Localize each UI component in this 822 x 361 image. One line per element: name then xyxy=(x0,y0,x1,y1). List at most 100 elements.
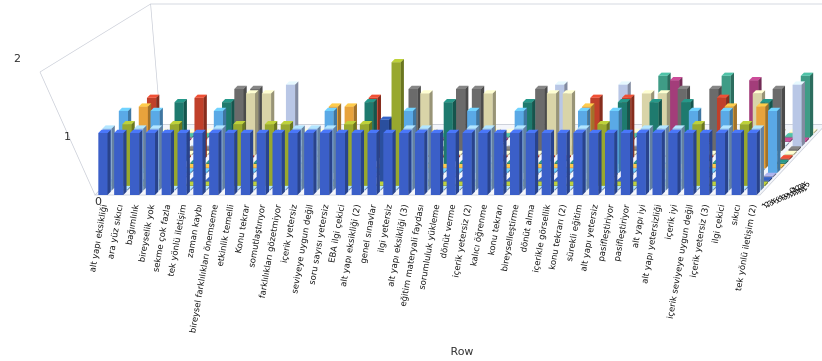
bar-front xyxy=(613,184,623,187)
bar-side xyxy=(740,129,745,195)
bar-top xyxy=(383,129,396,133)
bar-side xyxy=(785,159,789,165)
bar-side xyxy=(265,129,270,195)
depth-tick-label: 9 xyxy=(782,191,792,200)
bar-front xyxy=(731,133,741,195)
bar-top xyxy=(367,129,380,133)
x-tick-label: alt yapı eksikliği xyxy=(88,204,110,273)
bar xyxy=(573,129,586,195)
bar-front xyxy=(224,133,235,195)
bar-top xyxy=(670,77,683,81)
bar-side xyxy=(491,125,495,191)
bar xyxy=(129,129,143,195)
bar-front xyxy=(233,124,243,187)
bar-top xyxy=(731,129,745,133)
bar-front xyxy=(509,133,520,195)
bar-front xyxy=(502,184,512,187)
bar-top xyxy=(149,125,163,129)
left-wall-edge xyxy=(39,3,151,73)
bar-top xyxy=(609,107,623,111)
bar xyxy=(668,129,681,195)
bar-side xyxy=(729,125,733,191)
bar xyxy=(604,129,618,195)
bar-side xyxy=(566,129,570,195)
bar-side xyxy=(317,125,321,191)
bar-top xyxy=(351,129,365,133)
bar-side xyxy=(234,129,238,195)
bar-top xyxy=(636,129,650,133)
depth-tick-label: 12 xyxy=(791,183,804,196)
bar-top xyxy=(102,125,115,129)
bar-front xyxy=(439,167,449,169)
bar-front xyxy=(565,184,575,187)
bar-top xyxy=(233,121,246,125)
bar-front xyxy=(114,133,124,195)
bar-front xyxy=(161,133,171,195)
bar-front xyxy=(272,133,282,195)
bar-side xyxy=(174,185,179,191)
bar xyxy=(256,129,270,195)
bar-front xyxy=(684,133,694,195)
bar-top xyxy=(617,99,631,103)
bar-side xyxy=(123,129,127,195)
bar-top xyxy=(408,85,421,89)
bar-top xyxy=(749,77,762,81)
bar-side xyxy=(190,185,194,191)
bar xyxy=(788,146,801,151)
bar-side xyxy=(475,125,479,191)
bar-front xyxy=(129,133,140,195)
bar-side xyxy=(111,125,115,191)
bar-side xyxy=(440,129,444,195)
bar-side xyxy=(677,129,681,195)
bar-top xyxy=(620,129,634,133)
bar-front xyxy=(590,97,600,160)
bar-top xyxy=(767,107,781,111)
bar-top xyxy=(684,129,697,133)
bar-top xyxy=(573,129,586,133)
bar-front xyxy=(249,167,259,169)
bar-side xyxy=(186,129,190,195)
bar-top xyxy=(462,129,475,133)
depth-tick-label: 5 xyxy=(771,196,781,205)
bar-side xyxy=(281,129,285,195)
bar-front xyxy=(780,158,790,160)
bar-side xyxy=(709,129,713,195)
bar-top xyxy=(467,107,480,111)
bar-front xyxy=(335,133,346,195)
bar-front xyxy=(319,133,330,195)
bar xyxy=(763,172,777,178)
bar-front xyxy=(462,133,472,195)
bar-top xyxy=(514,107,528,111)
bar-front xyxy=(604,133,615,195)
bar-side xyxy=(630,129,634,195)
bar-front xyxy=(169,124,180,187)
bar-front xyxy=(420,93,430,156)
bar-front xyxy=(566,167,576,169)
bar xyxy=(557,129,570,195)
bar-front xyxy=(636,133,646,195)
bar-front xyxy=(792,84,802,147)
bar-side xyxy=(764,181,769,187)
bar-side xyxy=(586,125,590,191)
bar-top xyxy=(391,59,404,63)
bar-top xyxy=(264,121,278,125)
x-tick-label: içerik iyi xyxy=(664,204,680,241)
bar-top xyxy=(364,99,377,103)
bar-front xyxy=(375,184,385,187)
bar-side xyxy=(570,185,574,191)
bar-top xyxy=(272,129,285,133)
bar-top xyxy=(721,72,735,76)
bar-top xyxy=(656,125,669,129)
bar-side xyxy=(471,129,475,195)
bar-top xyxy=(443,99,457,103)
bar-side xyxy=(127,185,131,191)
bar-top xyxy=(649,99,662,103)
bar-side xyxy=(349,185,353,191)
bar-top xyxy=(483,90,496,94)
bar-front xyxy=(557,133,567,195)
depth-tick-label: 6 xyxy=(774,195,784,204)
bar-top xyxy=(657,90,671,94)
x-tick-label: sıkıcı xyxy=(730,204,744,227)
bar-front xyxy=(399,133,409,195)
